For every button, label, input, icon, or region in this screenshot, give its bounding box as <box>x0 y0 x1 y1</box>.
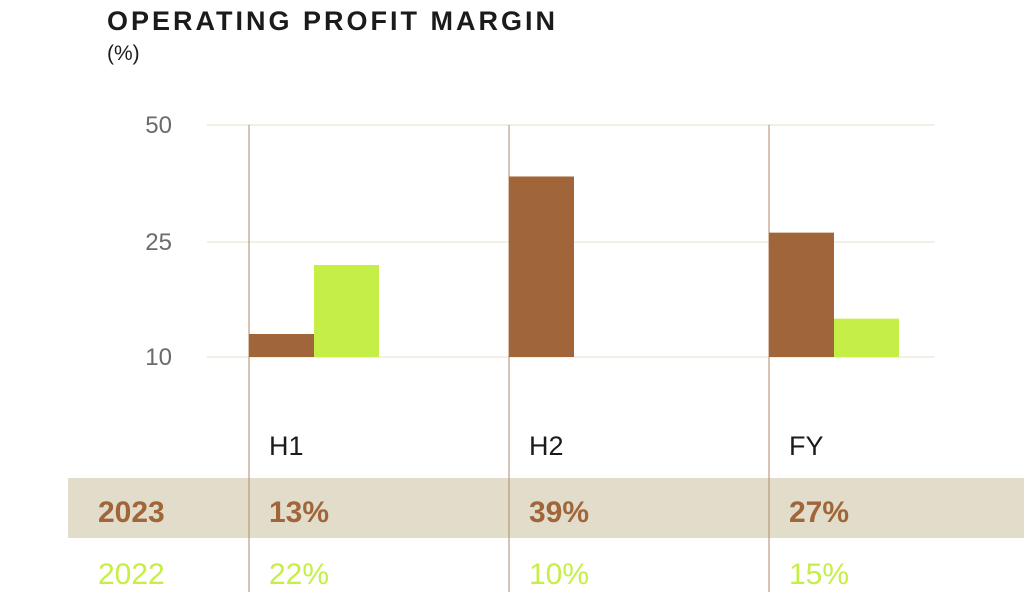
y-tick-label: 10 <box>145 344 172 371</box>
table-cell-2022-h1: 22% <box>269 558 329 591</box>
table-cell-2022-fy: 15% <box>789 558 849 591</box>
bar-2023-h2 <box>509 176 574 357</box>
y-tick-label: 25 <box>145 229 172 256</box>
table-row-label-2022: 2022 <box>98 558 165 591</box>
category-label-h2: H2 <box>529 431 564 461</box>
unit-label: (%) <box>107 42 140 65</box>
table-cell-2023-h2: 39% <box>529 496 589 529</box>
table-cell-2022-h2: 10% <box>529 558 589 591</box>
bar-2023-fy <box>769 232 834 357</box>
bar-2022-h1 <box>314 265 379 357</box>
table-cell-2023-fy: 27% <box>789 496 849 529</box>
table-band-2023 <box>68 478 1024 538</box>
table-row-label-2023: 2023 <box>98 496 165 529</box>
bar-2022-fy <box>834 318 899 357</box>
category-label-fy: FY <box>789 431 824 461</box>
bar-2023-h1 <box>249 334 314 357</box>
table-cell-2023-h1: 13% <box>269 496 329 529</box>
y-tick-label: 50 <box>145 112 172 139</box>
category-label-h1: H1 <box>269 431 304 461</box>
chart-title: OPERATING PROFIT MARGIN <box>107 6 558 36</box>
